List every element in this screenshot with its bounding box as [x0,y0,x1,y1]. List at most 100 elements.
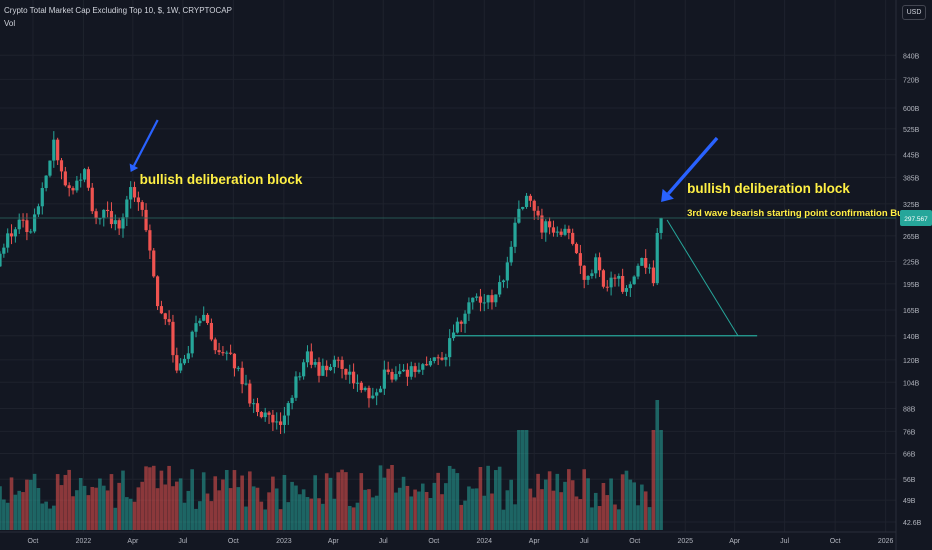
volume-bar [248,471,252,530]
candle-body [405,369,410,377]
candle-body [125,199,129,218]
projection-line[interactable] [666,219,739,337]
candle-body [0,253,2,267]
time-tick-label: 2025 [677,538,693,545]
candle-body [621,275,625,292]
volume-bar [182,502,187,530]
candle-body [106,209,110,212]
volume-bar [75,490,79,530]
volume-bar [401,476,406,530]
volume-bar [109,474,114,530]
down-arrow-icon [661,136,719,202]
volume-bar [194,508,198,530]
volume-bar [405,485,410,530]
candle-body [647,267,652,269]
volume-bar [459,504,464,530]
volume-bar [351,507,356,530]
candle-body [563,228,567,235]
candle-body [494,294,498,303]
time-tick-label: Jul [580,538,589,545]
volume-bar [271,476,275,530]
volume-bar [251,486,256,530]
candle-body [36,206,41,215]
candle-body [486,295,490,303]
volume-bar [332,498,337,530]
candle-body [136,197,140,203]
candle-body [559,231,563,235]
volume-bar [140,481,145,530]
volume-bar [78,477,83,530]
candle-body [271,414,275,423]
candle-body [71,188,75,191]
volume-bar [163,484,168,530]
volume-bar [494,470,498,530]
volume-bar [217,490,221,530]
candle-body [240,367,244,385]
arrow-head [661,188,674,202]
volume-bar [371,497,375,530]
volume-bar [309,498,314,530]
candle-body [155,276,160,307]
volume-bar [67,469,71,530]
candle-body [198,320,202,324]
candle-body [21,219,25,221]
volume-bar [505,490,510,530]
volume-bar [32,473,37,530]
volume-bar [451,468,456,530]
time-tick-label: Apr [729,538,741,545]
candle-body [236,367,240,369]
candle-body [152,250,156,277]
candle-body [121,217,125,229]
volume-bar [290,481,294,530]
volume-bar [470,488,475,530]
price-axis[interactable]: 42.6B 49B 56B 66B 76B 88B 104B 120B 140B 165B 195B… [900,53,932,527]
volume-bar [159,470,164,530]
candle-body [44,175,48,189]
volume-bar [101,485,106,530]
candle-body [40,188,44,207]
candle-body [482,302,486,304]
annotation-label-1[interactable]: bullish deliberation block [140,172,303,187]
candle-body [148,230,152,251]
volume-bar [190,469,194,530]
candle-body [344,368,348,375]
candle-body [536,210,540,216]
volume-bar [209,501,214,530]
volume-bar [59,485,64,530]
volume-bar [297,494,302,530]
price-tick-label: 840B [903,53,920,60]
candle-body [544,221,548,233]
candle-body [582,265,586,280]
volume-bar [328,477,333,530]
volume-bar [344,472,348,530]
candle-body [129,187,133,200]
annotation-label-2[interactable]: bullish deliberation block [687,181,850,196]
candle-body [175,355,179,371]
candle-body [517,208,521,223]
candle-body [617,275,621,279]
volume-bar [125,497,129,530]
annotation-label-3[interactable]: 3rd wave bearish starting point confirma… [687,208,909,219]
candle-body [601,270,606,287]
time-axis[interactable]: Oct 2022 Apr Jul Oct 2023 Apr Jul Oct 2024 Apr Jul O… [27,538,893,545]
candle-body [286,403,290,416]
drawings[interactable]: bullish deliberation block bullish delibe… [0,119,909,337]
price-tick-label: 225B [903,259,920,266]
volume-bar [420,483,425,530]
price-tick-label: 525B [903,127,920,134]
currency-button[interactable]: USD [902,5,926,20]
volume-bars [0,400,663,530]
volume-bar [455,473,460,530]
candle-body [432,357,436,362]
volume-bar [624,470,629,530]
candle-body [382,369,386,389]
volume-bar [294,485,298,530]
last-price-badge [900,210,932,227]
candle-body [513,222,517,247]
volume-bar [359,473,364,530]
volume-label: Vol [4,19,16,28]
candle-body [52,139,56,161]
candle-body [440,357,444,360]
volume-bar [151,465,156,530]
